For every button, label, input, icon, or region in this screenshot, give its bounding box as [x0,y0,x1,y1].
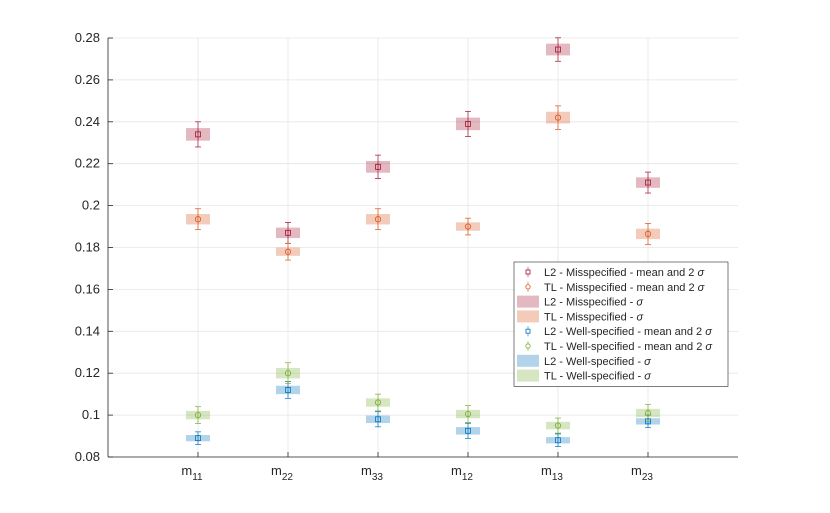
x-tick-label: m12 [451,463,473,483]
x-tick-label-subscript: 23 [642,472,654,483]
mean-marker [464,223,472,230]
y-tick-label: 0.14 [75,323,100,338]
legend-label-text: TL - Well-specified - [544,371,644,383]
legend-label: L2 - Well-specified - mean and 2 σ [544,326,712,338]
legend-label-text: L2 - Misspecified - mean and 2 [544,267,697,279]
x-ticks: m11 m22 m33 m12 m13 m23 [181,452,653,483]
mean-marker [374,399,382,406]
legend-label-text: TL - Misspecified - mean and 2 [544,282,698,294]
legend-marker-swatch [525,343,531,349]
x-tick-label-subscript: 33 [372,472,384,483]
y-tick-label: 0.28 [75,30,100,45]
x-tick-label-base: m [451,463,462,478]
y-tick-label: 0.24 [75,114,100,129]
mean-marker [465,427,471,434]
legend-label-sigma: σ [698,282,705,294]
legend-patch-swatch [517,295,539,308]
legend-patch-swatch [517,369,539,382]
x-tick-label-subscript: 12 [462,472,474,483]
legend: L2 - Misspecified - mean and 2 σTL - Mis… [513,261,729,387]
mean-marker [375,163,381,170]
mean-marker [194,216,202,223]
legend-label-sigma: σ [705,341,712,353]
mean-marker [554,114,562,121]
y-tick-label: 0.1 [82,407,100,422]
x-tick-label-base: m [181,463,192,478]
legend-marker-swatch [525,269,531,275]
legend-patch-swatch [517,310,539,323]
x-tick-label: m23 [631,463,653,483]
x-tick-label: m22 [271,463,293,483]
mean-marker [645,418,651,425]
x-tick-label: m33 [361,463,383,483]
x-tick-label-base: m [541,463,552,478]
legend-label-text: L2 - Well-specified - [544,356,644,368]
x-tick-label-base: m [361,463,372,478]
legend-marker-swatch [525,284,531,290]
y-tick-label: 0.26 [75,72,100,87]
mean-marker [554,422,562,429]
legend-label: L2 - Well-specified - σ [544,356,651,368]
mean-marker [644,230,652,237]
legend-label-text: TL - Misspecified - [544,311,637,323]
y-tick-label: 0.2 [82,198,100,213]
mean-marker [284,248,292,255]
x-tick-label-base: m [271,463,282,478]
mean-marker [644,409,652,417]
mean-marker [285,229,291,236]
legend-label-sigma: σ [705,326,712,338]
y-tick-label: 0.16 [75,281,100,296]
x-tick-label: m11 [181,463,203,483]
mean-marker [555,437,561,444]
legend-label-sigma: σ [637,311,644,323]
mean-marker [285,387,291,393]
mean-marker [195,435,201,442]
mean-marker [194,411,202,419]
y-ticks: 0.08 0.1 0.12 0.14 0.16 0.18 0.2 0.22 0.24 0.26 0.… [75,30,113,464]
legend-label-sigma: σ [644,371,651,383]
mean-marker [645,179,651,186]
legend-label: TL - Misspecified - mean and 2 σ [544,282,705,294]
mean-marker [284,370,292,377]
mean-marker [555,46,561,53]
mean-marker [195,131,201,138]
legend-label: TL - Misspecified - σ [544,311,644,323]
grid-lines [108,37,738,458]
y-tick-label: 0.18 [75,240,100,255]
legend-label-text: L2 - Well-specified - mean and 2 [544,326,705,338]
y-tick-label: 0.12 [75,365,100,380]
mean-marker [465,120,471,127]
legend-label: TL - Well-specified - σ [544,371,651,383]
legend-label: TL - Well-specified - mean and 2 σ [544,341,712,353]
x-tick-label-subscript: 11 [192,472,203,483]
legend-label-sigma: σ [644,356,651,368]
legend-label-text: L2 - Misspecified - [544,297,636,309]
x-tick-label-base: m [631,463,642,478]
mean-markers [194,46,652,444]
y-tick-label: 0.22 [75,156,100,171]
legend-patch-swatch [517,354,539,367]
legend-label: L2 - Misspecified - mean and 2 σ [544,267,704,279]
mean-marker [375,416,381,423]
x-tick-label: m13 [541,463,563,483]
mean-marker [464,410,472,418]
x-tick-label-subscript: 22 [282,472,294,483]
mean-marker [374,216,382,223]
legend-box [513,261,729,387]
y-tick-label: 0.08 [75,449,100,464]
x-tick-label-subscript: 13 [552,472,564,483]
legend-marker-swatch [525,328,531,334]
legend-label-sigma: σ [636,297,643,309]
legend-label-sigma: σ [697,267,704,279]
legend-label: L2 - Misspecified - σ [544,297,643,309]
legend-label-text: TL - Well-specified - mean and 2 [544,341,705,353]
